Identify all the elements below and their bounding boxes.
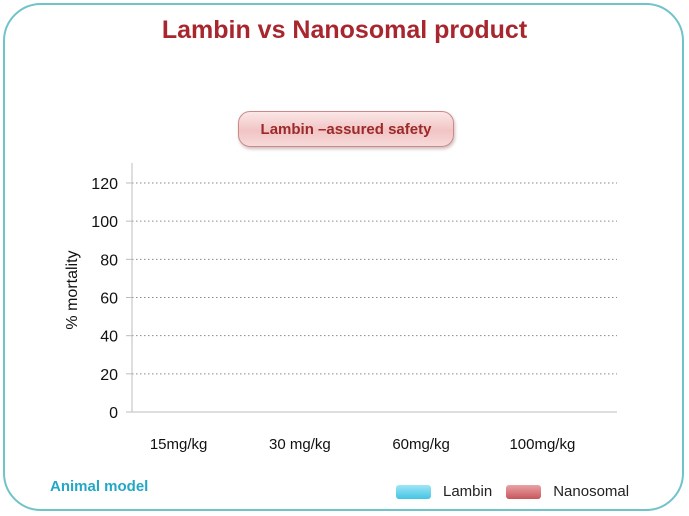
legend-swatch-nanosomal xyxy=(506,484,542,499)
legend-label-lambin: Lambin xyxy=(443,483,493,500)
grid-lines xyxy=(132,182,617,375)
y-axis-label: % mortality xyxy=(64,250,81,329)
x-tick-labels: 15mg/kg 30 mg/kg 60mg/kg 100mg/kg xyxy=(150,436,575,453)
safety-badge-text: Lambin –assured safety xyxy=(260,120,432,138)
animal-model-label: Animal model xyxy=(50,478,149,495)
y-tick-label: 0 xyxy=(109,405,118,422)
x-tick-label: 30 mg/kg xyxy=(269,436,331,453)
x-tick-label: 15mg/kg xyxy=(150,436,208,453)
safety-badge: Lambin –assured safety xyxy=(238,111,454,147)
y-tick-label: 60 xyxy=(100,291,118,308)
y-tick-label: 20 xyxy=(100,367,118,384)
legend: Lambin Nanosomal xyxy=(396,483,643,500)
x-tick-label: 100mg/kg xyxy=(509,436,575,453)
legend-item-nanosomal: Nanosomal xyxy=(506,483,629,500)
axes xyxy=(131,163,617,413)
y-tick-label: 120 xyxy=(91,176,118,193)
y-tick-label: 100 xyxy=(91,214,118,231)
x-tick-label: 60mg/kg xyxy=(392,436,450,453)
legend-item-lambin: Lambin xyxy=(396,483,492,500)
y-tick-label: 40 xyxy=(100,329,118,346)
legend-label-nanosomal: Nanosomal xyxy=(553,483,630,500)
chart-title: Lambin vs Nanosomal product xyxy=(161,16,528,44)
y-tick-label: 80 xyxy=(100,252,118,269)
y-tick-labels: 0 20 40 60 80 100 120 xyxy=(91,176,132,422)
slide-frame xyxy=(3,3,684,511)
legend-swatch-lambin xyxy=(396,484,431,499)
